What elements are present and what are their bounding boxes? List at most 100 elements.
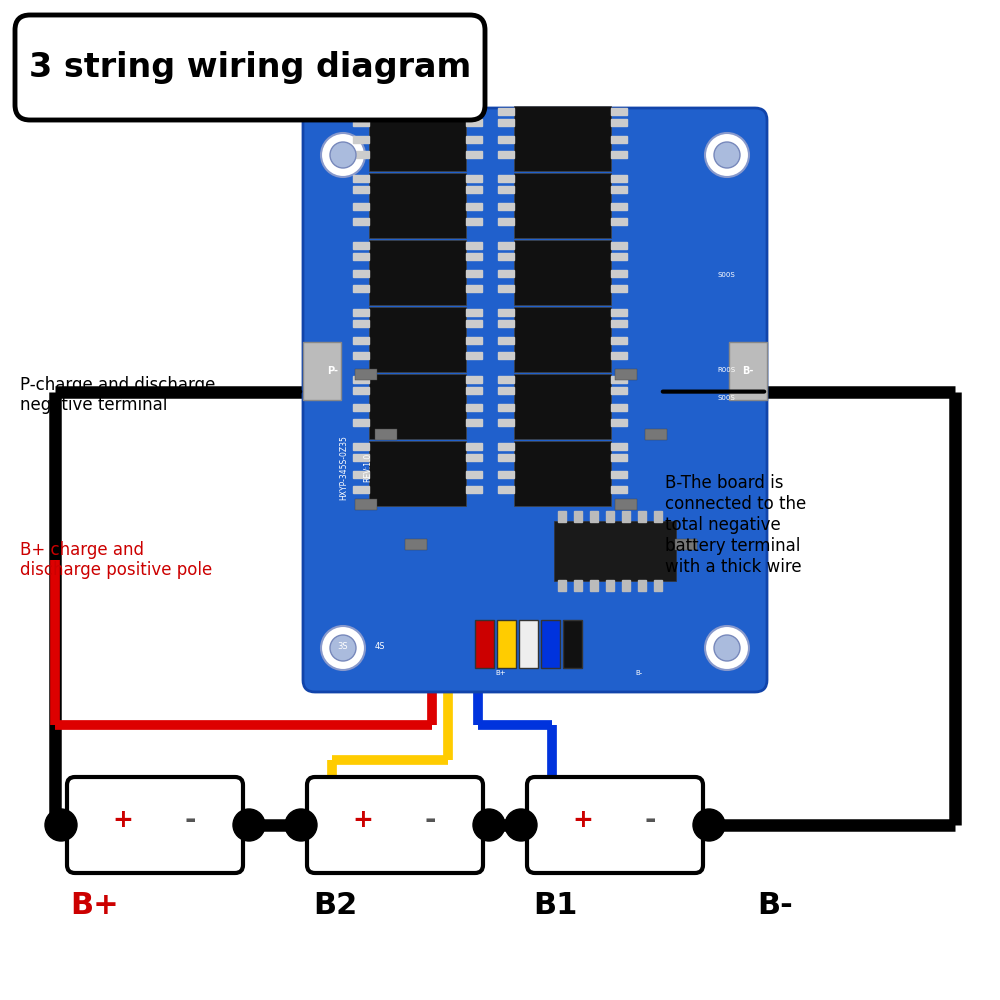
- Circle shape: [330, 142, 356, 168]
- FancyBboxPatch shape: [303, 108, 767, 692]
- Bar: [466, 270, 482, 277]
- Bar: [466, 404, 482, 411]
- Text: B-: B-: [742, 366, 754, 376]
- Bar: [498, 419, 514, 426]
- Bar: [466, 136, 482, 143]
- Bar: [466, 175, 482, 182]
- Text: HXYP-345S-0Z35: HXYP-345S-0Z35: [339, 435, 348, 500]
- Bar: [654, 511, 662, 522]
- Text: B+ charge and
discharge positive pole: B+ charge and discharge positive pole: [20, 541, 212, 579]
- Bar: [355, 369, 377, 380]
- Bar: [353, 309, 369, 316]
- Bar: [498, 218, 514, 225]
- Text: B-: B-: [757, 891, 793, 920]
- Bar: [558, 511, 566, 522]
- Bar: [611, 471, 627, 478]
- Bar: [611, 376, 627, 383]
- FancyBboxPatch shape: [514, 374, 611, 439]
- Text: S00S: S00S: [717, 395, 735, 401]
- Bar: [466, 309, 482, 316]
- Bar: [498, 376, 514, 383]
- FancyBboxPatch shape: [554, 521, 676, 581]
- Bar: [466, 376, 482, 383]
- Bar: [353, 119, 369, 126]
- Bar: [497, 620, 516, 668]
- Text: P-: P-: [328, 366, 338, 376]
- Bar: [611, 119, 627, 126]
- FancyBboxPatch shape: [514, 307, 611, 372]
- Text: B+: B+: [495, 670, 506, 676]
- FancyBboxPatch shape: [514, 441, 611, 506]
- Bar: [498, 443, 514, 450]
- Bar: [519, 620, 538, 668]
- Text: R00S: R00S: [717, 367, 735, 373]
- FancyBboxPatch shape: [369, 240, 466, 305]
- FancyBboxPatch shape: [514, 240, 611, 305]
- Circle shape: [505, 809, 537, 841]
- Bar: [498, 404, 514, 411]
- Bar: [611, 136, 627, 143]
- Bar: [611, 108, 627, 115]
- Text: B-: B-: [635, 670, 642, 676]
- Bar: [611, 337, 627, 344]
- Bar: [611, 387, 627, 394]
- Bar: [466, 218, 482, 225]
- Bar: [466, 443, 482, 450]
- FancyBboxPatch shape: [307, 777, 483, 873]
- Bar: [466, 486, 482, 493]
- Circle shape: [285, 809, 317, 841]
- Bar: [611, 419, 627, 426]
- Text: 4S: 4S: [375, 642, 385, 651]
- Bar: [466, 419, 482, 426]
- FancyBboxPatch shape: [369, 106, 466, 171]
- Circle shape: [233, 809, 265, 841]
- Bar: [622, 511, 630, 522]
- Bar: [353, 387, 369, 394]
- Text: B-The board is
connected to the
total negative
battery terminal
with a thick wir: B-The board is connected to the total ne…: [665, 474, 806, 576]
- Bar: [638, 580, 646, 591]
- Bar: [353, 175, 369, 182]
- Bar: [611, 404, 627, 411]
- FancyBboxPatch shape: [369, 374, 466, 439]
- Bar: [498, 471, 514, 478]
- Bar: [466, 203, 482, 210]
- Bar: [611, 443, 627, 450]
- Bar: [405, 539, 427, 550]
- Bar: [466, 151, 482, 158]
- Text: 3S: 3S: [338, 642, 348, 651]
- Bar: [353, 108, 369, 115]
- Bar: [574, 580, 582, 591]
- Text: S00S: S00S: [717, 272, 735, 278]
- Circle shape: [693, 809, 725, 841]
- FancyBboxPatch shape: [514, 173, 611, 238]
- Bar: [353, 376, 369, 383]
- Bar: [611, 285, 627, 292]
- Bar: [353, 454, 369, 461]
- Bar: [498, 136, 514, 143]
- Bar: [498, 253, 514, 260]
- Bar: [615, 369, 637, 380]
- Bar: [353, 404, 369, 411]
- Bar: [611, 253, 627, 260]
- FancyBboxPatch shape: [514, 106, 611, 171]
- Bar: [466, 119, 482, 126]
- Bar: [498, 203, 514, 210]
- Bar: [611, 454, 627, 461]
- Text: -: -: [644, 806, 656, 834]
- Bar: [622, 580, 630, 591]
- Circle shape: [705, 626, 749, 670]
- Bar: [654, 580, 662, 591]
- Bar: [611, 320, 627, 327]
- Bar: [675, 539, 697, 550]
- Text: +: +: [353, 808, 373, 832]
- Bar: [498, 486, 514, 493]
- Bar: [606, 580, 614, 591]
- Bar: [353, 419, 369, 426]
- Bar: [498, 352, 514, 359]
- Bar: [375, 429, 397, 440]
- Bar: [498, 337, 514, 344]
- Circle shape: [321, 133, 365, 177]
- Bar: [353, 203, 369, 210]
- Bar: [611, 270, 627, 277]
- Bar: [558, 580, 566, 591]
